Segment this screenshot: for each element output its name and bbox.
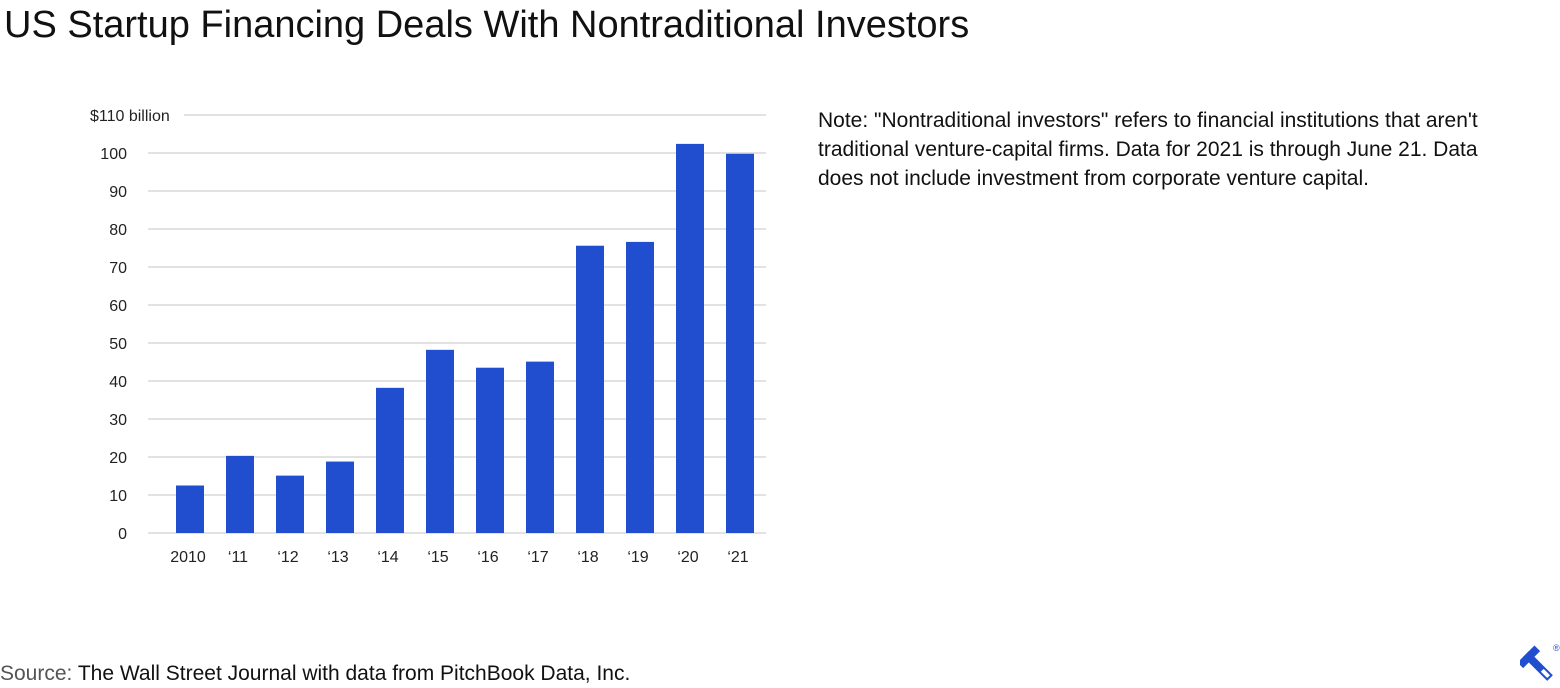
x-tick-label: ‘18 xyxy=(577,549,598,566)
x-tick-label: ‘20 xyxy=(677,549,698,566)
bar xyxy=(576,245,604,533)
y-tick-label: $110 billion xyxy=(90,108,170,125)
source-text: The Wall Street Journal with data from P… xyxy=(77,662,631,685)
x-tick-label: ‘16 xyxy=(477,549,498,566)
bar xyxy=(226,455,254,533)
y-tick-label: 70 xyxy=(109,260,127,277)
chart-note: Note: "Nontraditional investors" refers … xyxy=(818,109,1478,190)
bars xyxy=(176,143,754,534)
y-tick-label: 100 xyxy=(100,146,127,163)
bar xyxy=(426,349,454,533)
bar xyxy=(476,367,504,533)
x-tick-label: ‘21 xyxy=(727,549,748,566)
source-line: Source: The Wall Street Journal with dat… xyxy=(0,660,630,688)
x-tick-label: ‘12 xyxy=(277,549,298,566)
x-tick-label: ‘14 xyxy=(377,549,398,566)
x-tick-label: ‘11 xyxy=(228,549,248,566)
x-tick-label: ‘13 xyxy=(327,549,348,566)
y-tick-label: 0 xyxy=(118,526,127,543)
bar-chart: 0 10 20 30 40 50 60 70 80 90 100 $110 billion 2010 ‘… xyxy=(90,108,766,566)
bar xyxy=(326,461,354,533)
x-tick-label: ‘17 xyxy=(527,549,548,566)
y-axis-ticks: 0 10 20 30 40 50 60 70 80 90 100 $110 billion xyxy=(90,108,170,543)
bar xyxy=(526,361,554,533)
x-axis-ticks: 2010 ‘11 ‘12 ‘13 ‘14 ‘15 ‘16 ‘17 ‘18 ‘19 ‘20 ‘21 xyxy=(170,549,749,566)
registered-mark: ® xyxy=(1553,643,1560,653)
bar xyxy=(276,475,304,533)
x-tick-label: 2010 xyxy=(170,549,206,566)
y-tick-label: 60 xyxy=(109,298,127,315)
bar xyxy=(376,387,404,533)
y-tick-label: 50 xyxy=(109,336,127,353)
source-label: Source: xyxy=(0,662,73,685)
bar xyxy=(726,153,754,533)
chart-title: US Startup Financing Deals With Nontradi… xyxy=(4,4,970,46)
y-tick-label: 20 xyxy=(109,450,127,467)
x-tick-label: ‘19 xyxy=(627,549,648,566)
x-tick-label: ‘15 xyxy=(427,549,448,566)
bar xyxy=(176,485,204,533)
y-tick-label: 80 xyxy=(109,222,127,239)
y-tick-label: 40 xyxy=(109,374,127,391)
y-tick-label: 90 xyxy=(109,184,127,201)
bar xyxy=(676,143,704,533)
y-tick-label: 10 xyxy=(109,488,127,505)
y-tick-label: 30 xyxy=(109,412,127,429)
toptal-logo-icon: ® xyxy=(1520,643,1560,681)
bar xyxy=(626,241,654,534)
